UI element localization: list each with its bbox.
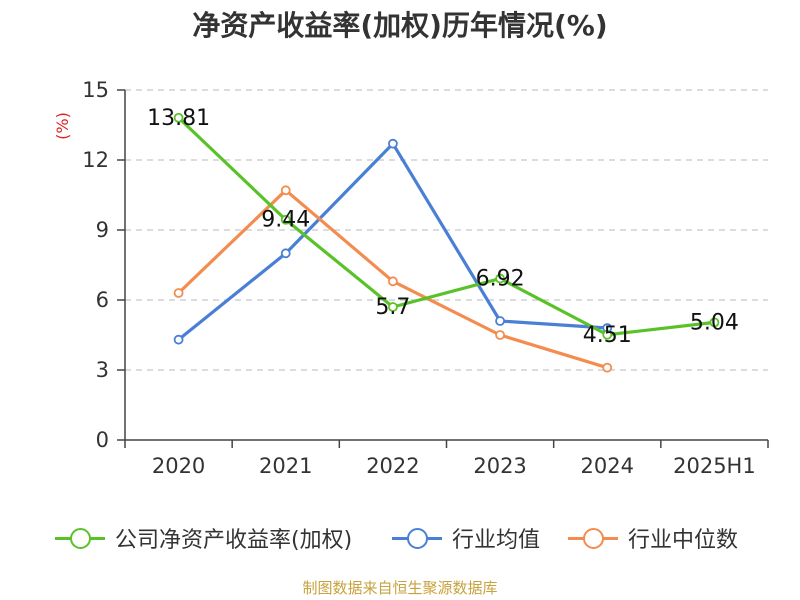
source-note: 制图数据来自恒生聚源数据库 (302, 579, 498, 597)
x-tick-label-2020: 2020 (152, 454, 205, 478)
data-label-2023: 6.92 (476, 267, 525, 292)
axis-layer: 0 3 6 9 12 15 (%) 2020 2021 2022 2023 2024 2025H1 (53, 78, 769, 478)
label-layer: 13.81 9.44 5.7 6.92 4.51 5.04 (147, 106, 739, 348)
series-1-point-2023 (495, 316, 505, 326)
y-tick-label-9: 9 (96, 218, 109, 242)
data-label-2020: 13.81 (147, 106, 210, 131)
chart-title: 净资产收益率(加权)历年情况(%) (192, 9, 608, 42)
series-layer (173, 112, 720, 373)
legend-swatch-industry-median (568, 526, 618, 550)
legend: 公司净资产收益率(加权) 行业均值 行业中位数 (0, 518, 800, 558)
series-0-point-2022 (388, 302, 398, 312)
y-tick-label-0: 0 (96, 428, 109, 452)
series-2-point-2022 (388, 276, 398, 287)
y-tick-label-3: 3 (96, 358, 109, 382)
series-0-point-2025H1 (709, 317, 720, 328)
y-tick-label-6: 6 (96, 288, 109, 312)
data-label-2025H1: 5.04 (690, 310, 739, 335)
legend-item-industry-mean[interactable]: 行业均值 (392, 518, 540, 558)
data-label-2021: 9.44 (261, 208, 310, 233)
series-0-point-2024 (602, 329, 613, 340)
data-label-2022: 5.7 (375, 295, 410, 320)
series-2-point-2023 (495, 330, 505, 340)
legend-item-industry-median[interactable]: 行业中位数 (568, 518, 738, 558)
y-tick-label-15: 15 (82, 78, 109, 102)
y-axis-label: (%) (53, 112, 72, 140)
series-2-point-2020 (173, 288, 184, 298)
y-tick-label-12: 12 (82, 148, 109, 172)
series-1-point-2020 (173, 334, 184, 345)
x-tick-label-2022: 2022 (366, 454, 419, 478)
series-2-point-2021 (280, 185, 291, 196)
legend-swatch-company-roe (55, 526, 105, 550)
series-1-point-2021 (280, 248, 291, 259)
series-2-point-2024 (602, 362, 613, 373)
series-0-point-2021 (280, 214, 291, 225)
legend-label-company-roe: 公司净资产收益率(加权) (115, 528, 353, 553)
legend-item-company-roe[interactable]: 公司净资产收益率(加权) (55, 518, 352, 558)
x-tick-label-2024: 2024 (581, 454, 634, 478)
x-tick-label-2025H1: 2025H1 (673, 454, 756, 478)
series-1-point-2022 (388, 138, 398, 149)
x-tick-label-2021: 2021 (259, 454, 312, 478)
legend-swatch-industry-mean (392, 526, 442, 550)
series-line-0 (177, 116, 715, 337)
legend-label-industry-median: 行业中位数 (628, 528, 739, 553)
data-label-2024: 4.51 (583, 323, 632, 348)
legend-label-industry-mean: 行业均值 (452, 528, 541, 553)
x-tick-label-2023: 2023 (473, 454, 526, 478)
series-0-point-2020 (173, 112, 184, 123)
series-0-point-2023 (495, 273, 505, 284)
